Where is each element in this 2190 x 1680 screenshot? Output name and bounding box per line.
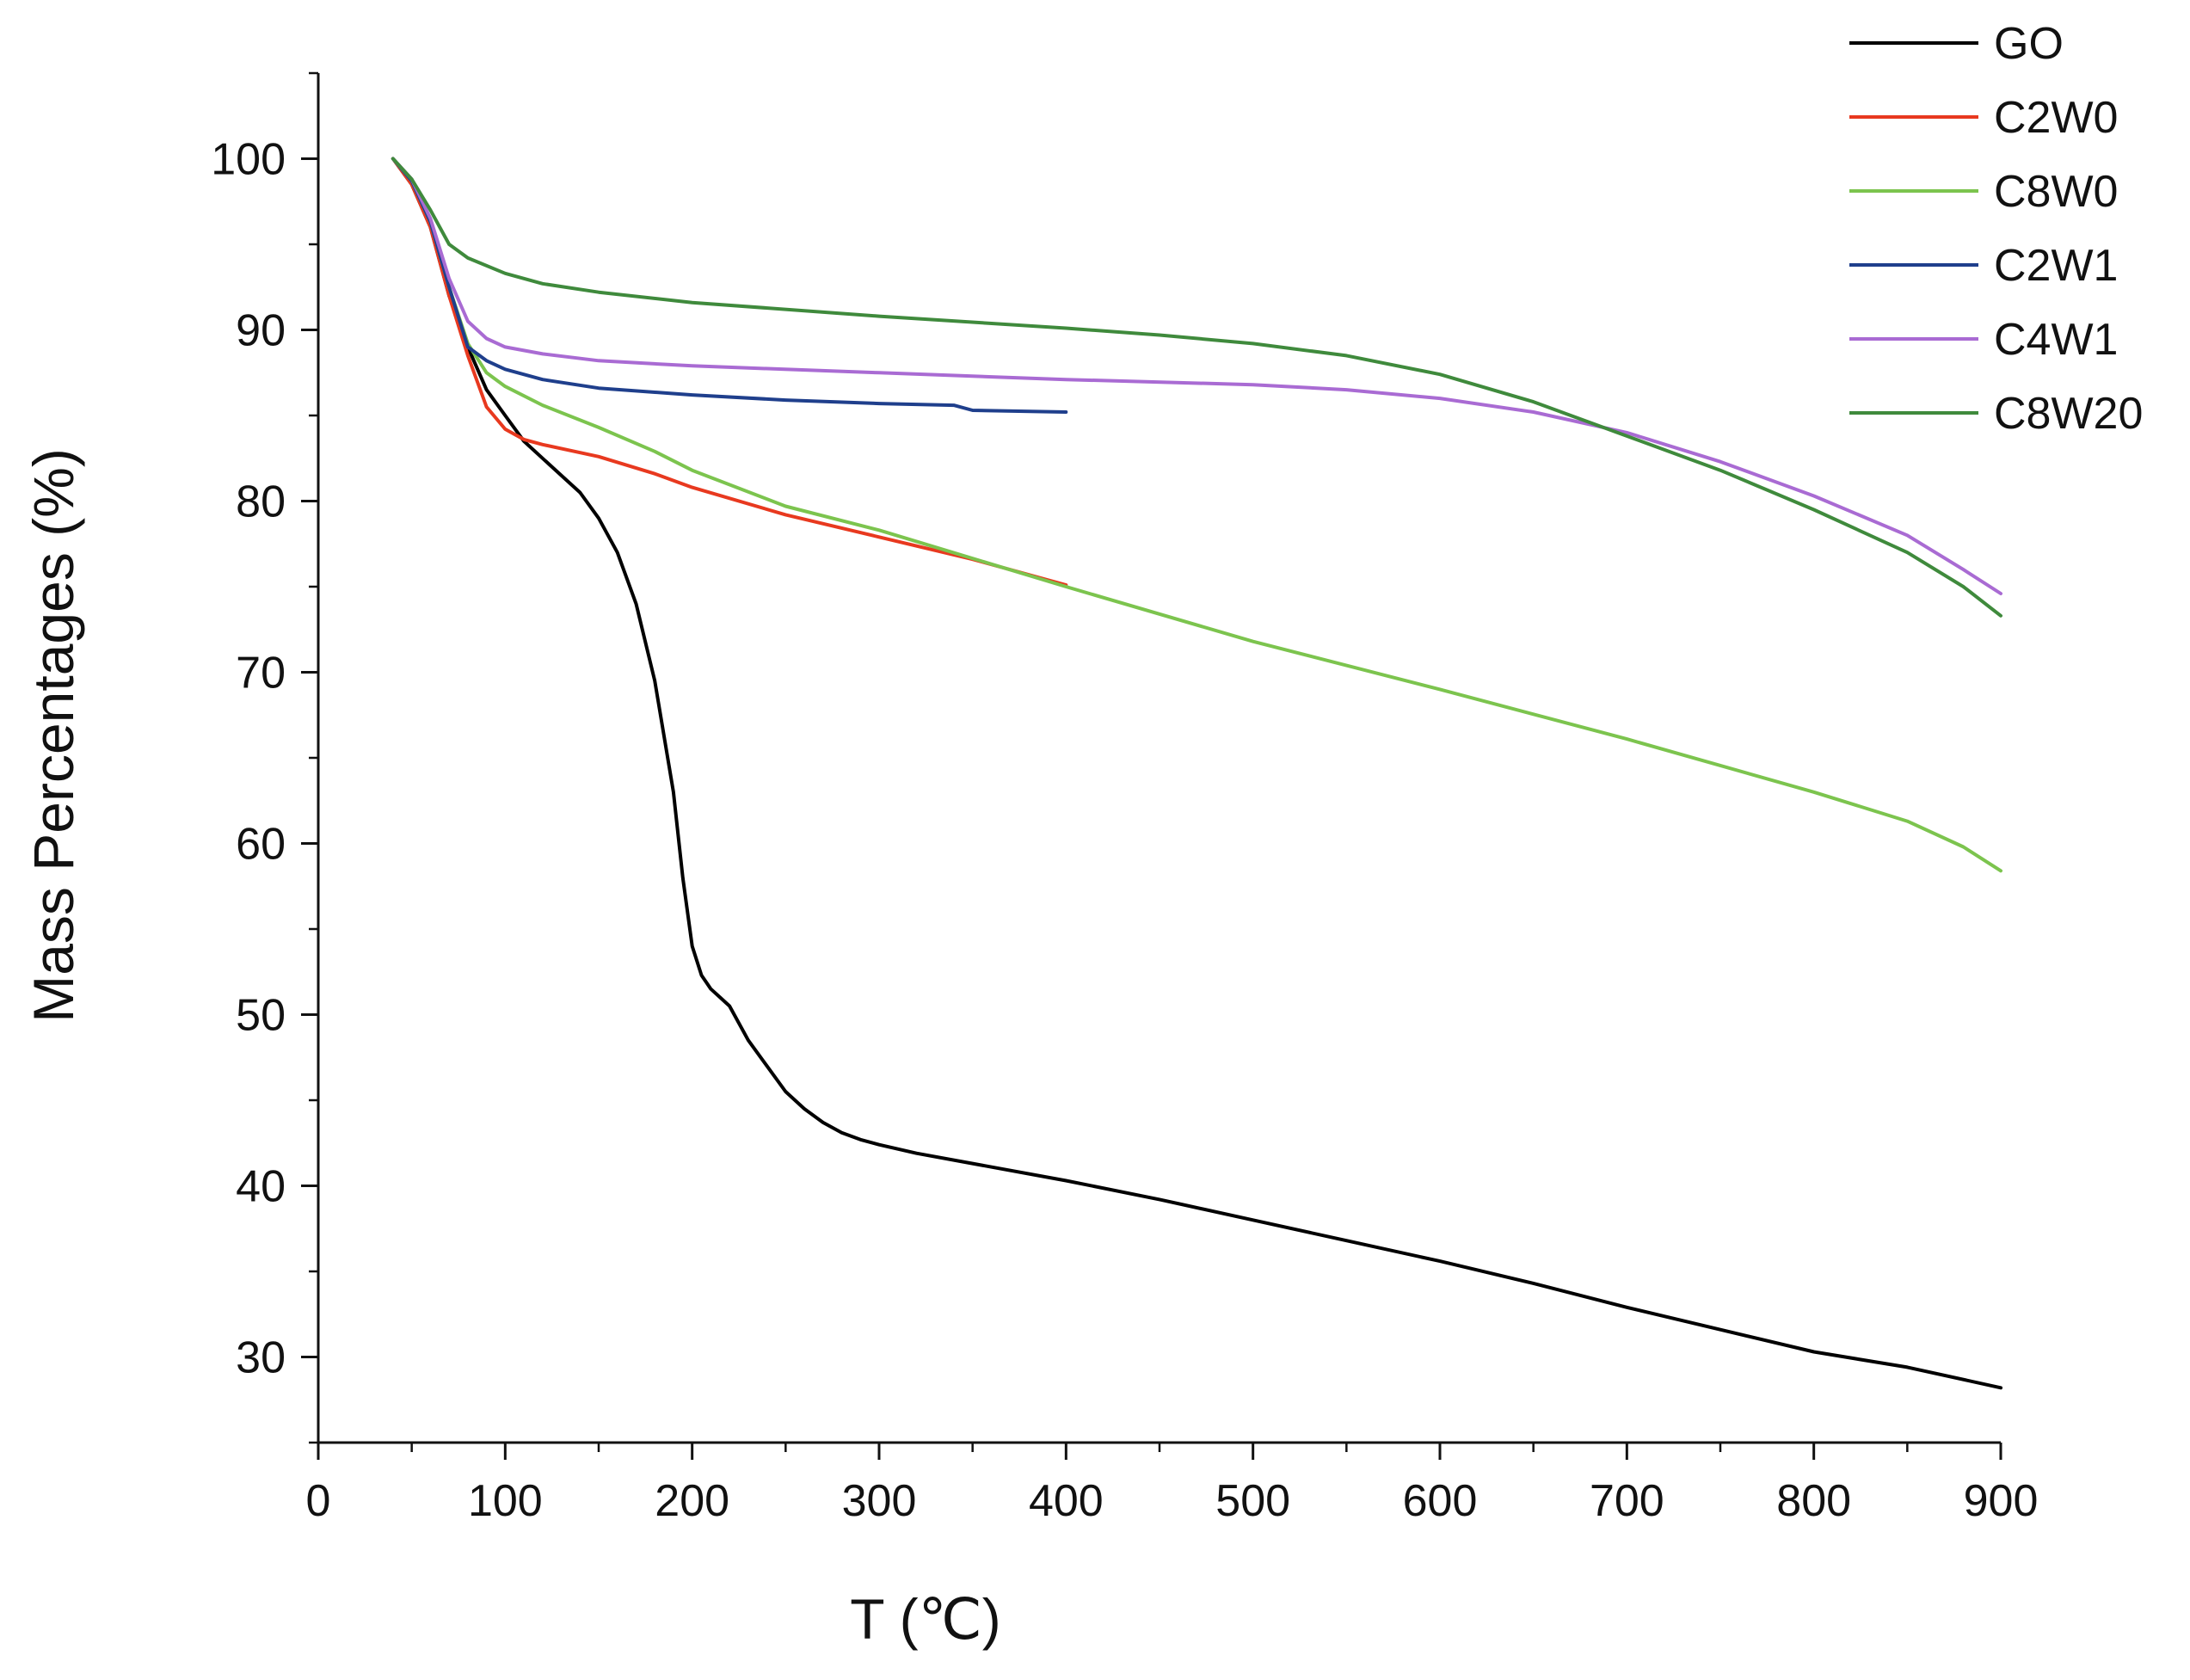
y-tick-label: 30 <box>236 1333 286 1383</box>
y-tick-label: 80 <box>236 477 286 527</box>
series-lines <box>391 157 2002 1390</box>
series-line-c8w20 <box>391 157 2002 618</box>
x-tick-label: 300 <box>842 1476 917 1526</box>
y-tick-label: 100 <box>211 135 286 185</box>
series-line-c8w0 <box>391 157 2002 873</box>
x-tick-label: 900 <box>1964 1476 2039 1526</box>
x-tick-label: 200 <box>655 1476 729 1526</box>
y-tick-label: 40 <box>236 1162 286 1212</box>
legend-label-c4w1: C4W1 <box>1994 315 2118 365</box>
x-tick-label: 100 <box>468 1476 543 1526</box>
x-tick-label: 700 <box>1590 1476 1664 1526</box>
x-tick-label: 600 <box>1403 1476 1478 1526</box>
y-tick-label: 90 <box>236 306 286 356</box>
x-tick-label: 500 <box>1215 1476 1290 1526</box>
x-tick-label: 0 <box>306 1476 331 1526</box>
legend-label-c2w1: C2W1 <box>1994 241 2118 291</box>
series-line-go <box>391 157 2002 1390</box>
legend-label-c8w20: C8W20 <box>1994 389 2143 439</box>
legend-label-c2w0: C2W0 <box>1994 93 2118 143</box>
legend-label-c8w0: C8W0 <box>1994 167 2118 217</box>
series-line-c4w1 <box>391 157 2002 595</box>
series-line-c2w1 <box>391 157 1068 414</box>
x-tick-label: 800 <box>1776 1476 1851 1526</box>
y-tick-label: 50 <box>236 991 286 1041</box>
x-tick-label: 400 <box>1029 1476 1104 1526</box>
y-tick-label: 70 <box>236 649 286 698</box>
axes: 0 100 200 300 400 500 600 700 800 900 30 40 50 60 70 80… <box>211 71 2039 1526</box>
y-axis-title: Mass Percentages (%) <box>22 448 85 1023</box>
legend: GO C2W0 C8W0 C2W1 C4W1 C8W20 <box>1849 19 2143 439</box>
legend-label-go: GO <box>1994 19 2064 69</box>
y-tick-label: 60 <box>236 820 286 870</box>
series-line-c2w0 <box>391 157 1068 587</box>
x-axis-title: T (℃) <box>850 1587 1001 1651</box>
